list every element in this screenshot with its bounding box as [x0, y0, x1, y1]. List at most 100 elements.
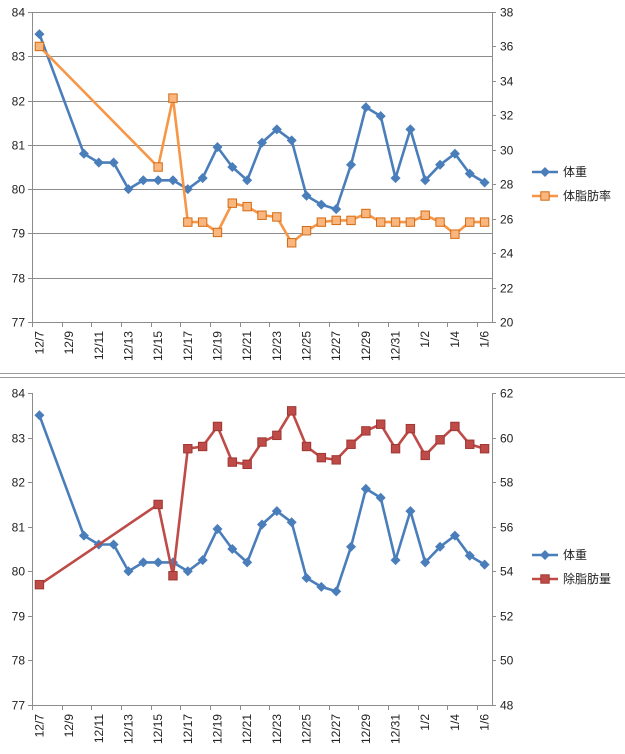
- x-tick-label: 12/13: [121, 714, 135, 744]
- data-point-square: [331, 455, 341, 465]
- data-point-square: [212, 421, 223, 432]
- x-tick-label: 12/7: [32, 714, 46, 738]
- x-tick-label: 12/7: [32, 331, 46, 355]
- data-point-diamond: [78, 148, 89, 159]
- y-right-tick-label: 32: [500, 109, 514, 123]
- data-point-diamond: [375, 111, 386, 122]
- data-point-diamond: [331, 204, 342, 215]
- data-point-diamond: [242, 557, 253, 568]
- y-left-tick-label: 82: [12, 476, 26, 490]
- y-right-tick-label: 50: [500, 654, 514, 668]
- x-tick-label: 12/13: [121, 331, 135, 361]
- data-point-square: [272, 212, 282, 222]
- y-right-tick-label: 20: [500, 316, 514, 330]
- data-point-diamond: [539, 166, 551, 178]
- data-point-diamond: [360, 102, 371, 113]
- y-left-tick-label: 80: [12, 183, 26, 197]
- y-right-tick-label: 22: [500, 282, 514, 296]
- data-point-diamond: [256, 137, 268, 148]
- x-tick-label: 1/4: [448, 714, 462, 731]
- data-point-square: [227, 198, 238, 208]
- y-left-tick-label: 77: [12, 699, 26, 713]
- data-point-square: [168, 93, 178, 103]
- data-point-square: [479, 444, 490, 454]
- x-tick-label: 12/11: [92, 714, 106, 743]
- y-right-tick-label: 52: [500, 610, 514, 624]
- data-point-diamond: [271, 124, 282, 135]
- y-left-tick-label: 82: [12, 95, 26, 109]
- data-point-diamond: [256, 519, 268, 530]
- y-left-tick-label: 79: [12, 227, 26, 241]
- data-point-square: [540, 191, 550, 201]
- y-right-tick-label: 30: [500, 144, 514, 158]
- data-point-square: [435, 435, 445, 445]
- data-point-diamond: [479, 559, 490, 570]
- y-right-tick-label: 62: [500, 387, 514, 401]
- data-point-square: [257, 210, 267, 220]
- data-point-square: [286, 406, 297, 416]
- data-point-diamond: [197, 555, 208, 566]
- data-point-diamond: [316, 581, 327, 592]
- data-point-square: [361, 426, 371, 436]
- data-point-diamond: [316, 199, 327, 210]
- data-point-diamond: [301, 572, 312, 583]
- legend-label: 体重: [563, 165, 587, 179]
- data-point-square: [331, 215, 341, 226]
- data-point-square: [435, 217, 445, 227]
- legend-label: 体重: [563, 548, 587, 562]
- x-tick-label: 1/6: [478, 331, 492, 348]
- data-point-square: [227, 457, 238, 467]
- data-point-square: [272, 430, 282, 441]
- y-right-tick-label: 34: [500, 75, 514, 89]
- x-tick-label: 12/21: [240, 331, 254, 361]
- data-point-square: [420, 450, 430, 461]
- data-point-diamond: [420, 175, 431, 186]
- data-point-diamond: [405, 124, 416, 135]
- data-point-diamond: [227, 543, 238, 555]
- chart-weight-body-fat-rate: 77 78 79 80 81 82 83 84 20 22 24 26 28 30 32 34 36 38 12/7…: [12, 6, 611, 362]
- y-left-tick-label: 83: [12, 50, 26, 64]
- data-point-diamond: [435, 541, 446, 552]
- x-tick-label: 1/6: [478, 714, 492, 731]
- x-tick-label: 12/27: [329, 331, 343, 361]
- data-point-square: [242, 201, 252, 212]
- data-point-diamond: [331, 586, 342, 597]
- y-left-tick-label: 84: [12, 6, 26, 20]
- data-point-diamond: [93, 157, 104, 168]
- data-point-square: [405, 423, 416, 434]
- y-left-tick-label: 81: [12, 521, 26, 535]
- x-tick-label: 12/11: [92, 331, 106, 360]
- data-point-square: [316, 452, 327, 463]
- data-point-square: [197, 217, 208, 227]
- data-point-diamond: [435, 159, 446, 170]
- y-right-tick-label: 24: [500, 247, 514, 261]
- data-point-square: [257, 437, 267, 447]
- data-point-square: [34, 41, 45, 52]
- legend-label: 体脂肪率: [563, 188, 611, 203]
- y-left-tick-label: 78: [12, 272, 26, 286]
- data-point-square: [390, 444, 401, 454]
- y-right-tick-label: 54: [500, 565, 514, 579]
- data-point-square: [301, 226, 312, 236]
- y-right-tick-label: 36: [500, 40, 514, 54]
- data-point-diamond: [271, 506, 282, 517]
- data-point-diamond: [464, 550, 475, 561]
- data-point-diamond: [449, 148, 460, 159]
- data-point-square: [540, 574, 550, 584]
- data-point-diamond: [539, 549, 551, 561]
- data-point-diamond: [242, 175, 253, 186]
- data-point-diamond: [286, 517, 297, 528]
- data-point-square: [242, 459, 252, 470]
- data-point-diamond: [108, 157, 119, 168]
- y-right-tick-label: 56: [500, 521, 514, 535]
- data-point-diamond: [212, 142, 223, 153]
- data-point-square: [361, 208, 371, 219]
- data-point-square: [376, 217, 386, 227]
- data-point-diamond: [123, 566, 134, 577]
- data-point-diamond: [390, 173, 401, 184]
- data-point-diamond: [227, 161, 238, 173]
- y-left-tick-label: 80: [12, 565, 26, 579]
- data-point-diamond: [78, 530, 89, 541]
- legend-label: 除脂肪量: [563, 571, 611, 586]
